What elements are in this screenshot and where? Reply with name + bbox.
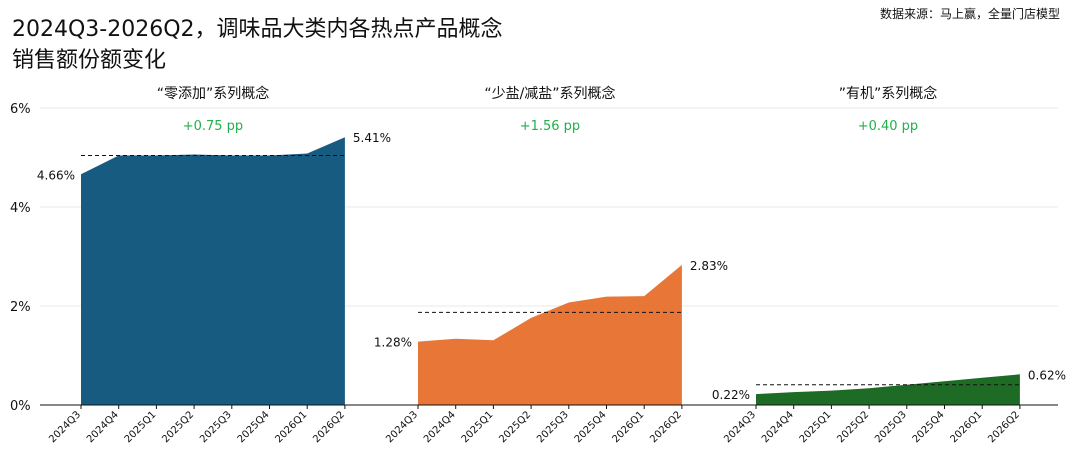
data-label-last: 2.83% xyxy=(690,259,728,273)
x-tick-label: 2025Q3 xyxy=(873,409,909,445)
x-tick-label: 2024Q4 xyxy=(85,409,121,445)
x-tick-label: 2026Q2 xyxy=(648,409,684,445)
x-tick-label: 2025Q2 xyxy=(835,409,871,445)
source-note: 数据来源：马上赢，全量门店模型 xyxy=(880,6,1060,21)
y-tick-label: 2% xyxy=(10,300,31,315)
x-tick-label: 2024Q4 xyxy=(422,409,458,445)
x-tick-label: 2026Q2 xyxy=(986,409,1022,445)
x-tick-label: 2024Q3 xyxy=(384,409,420,445)
x-tick-label: 2024Q3 xyxy=(722,409,758,445)
x-tick-label: 2026Q1 xyxy=(610,409,646,445)
change-label: +1.56 pp xyxy=(520,119,580,134)
x-tick-label: 2025Q2 xyxy=(160,409,196,445)
change-label: +0.75 pp xyxy=(183,119,243,134)
series-area xyxy=(418,264,682,405)
series-area xyxy=(81,137,345,405)
data-label-last: 0.62% xyxy=(1028,368,1066,382)
panel-title: “少盐/减盐”系列概念 xyxy=(484,85,615,102)
panel-title: ”有机”系列概念 xyxy=(839,85,938,102)
y-tick-label: 4% xyxy=(10,201,31,216)
x-tick-label: 2025Q4 xyxy=(911,409,947,445)
x-tick-label: 2026Q1 xyxy=(948,409,984,445)
data-label-first: 4.66% xyxy=(37,168,75,182)
data-label-first: 0.22% xyxy=(712,388,750,402)
chart-title-line1: 2024Q3-2026Q2，调味品大类内各热点产品概念 xyxy=(12,17,503,42)
x-tick-label: 2026Q1 xyxy=(273,409,309,445)
x-tick-label: 2024Q3 xyxy=(47,409,83,445)
series-area xyxy=(756,374,1020,405)
x-tick-label: 2025Q2 xyxy=(497,409,533,445)
x-tick-label: 2026Q2 xyxy=(311,409,347,445)
y-tick-label: 6% xyxy=(10,102,31,117)
x-tick-label: 2025Q3 xyxy=(535,409,571,445)
plot-area: 0% 2% 4% 6% “零添加”系列概念 +0.75 pp 4.66% 5.41% 2024Q… xyxy=(10,85,1066,445)
change-label: +0.40 pp xyxy=(858,119,918,134)
data-label-last: 5.41% xyxy=(353,131,391,145)
x-tick-label: 2024Q4 xyxy=(760,409,796,445)
y-tick-label: 0% xyxy=(10,399,31,414)
panel-title: “零添加”系列概念 xyxy=(157,85,270,102)
data-label-first: 1.28% xyxy=(374,336,412,350)
x-tick-label: 2025Q4 xyxy=(236,409,272,445)
x-tick-label: 2025Q1 xyxy=(460,409,496,445)
x-tick-label: 2025Q1 xyxy=(798,409,834,445)
x-tick-label: 2025Q1 xyxy=(123,409,159,445)
chart-title-line2: 销售额份额变化 xyxy=(12,48,166,73)
x-tick-label: 2025Q4 xyxy=(573,409,609,445)
x-tick-label: 2025Q3 xyxy=(198,409,234,445)
